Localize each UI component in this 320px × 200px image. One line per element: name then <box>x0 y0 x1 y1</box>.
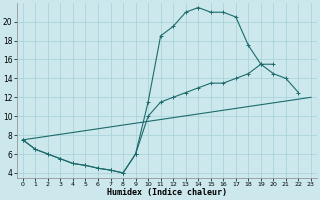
X-axis label: Humidex (Indice chaleur): Humidex (Indice chaleur) <box>107 188 227 197</box>
